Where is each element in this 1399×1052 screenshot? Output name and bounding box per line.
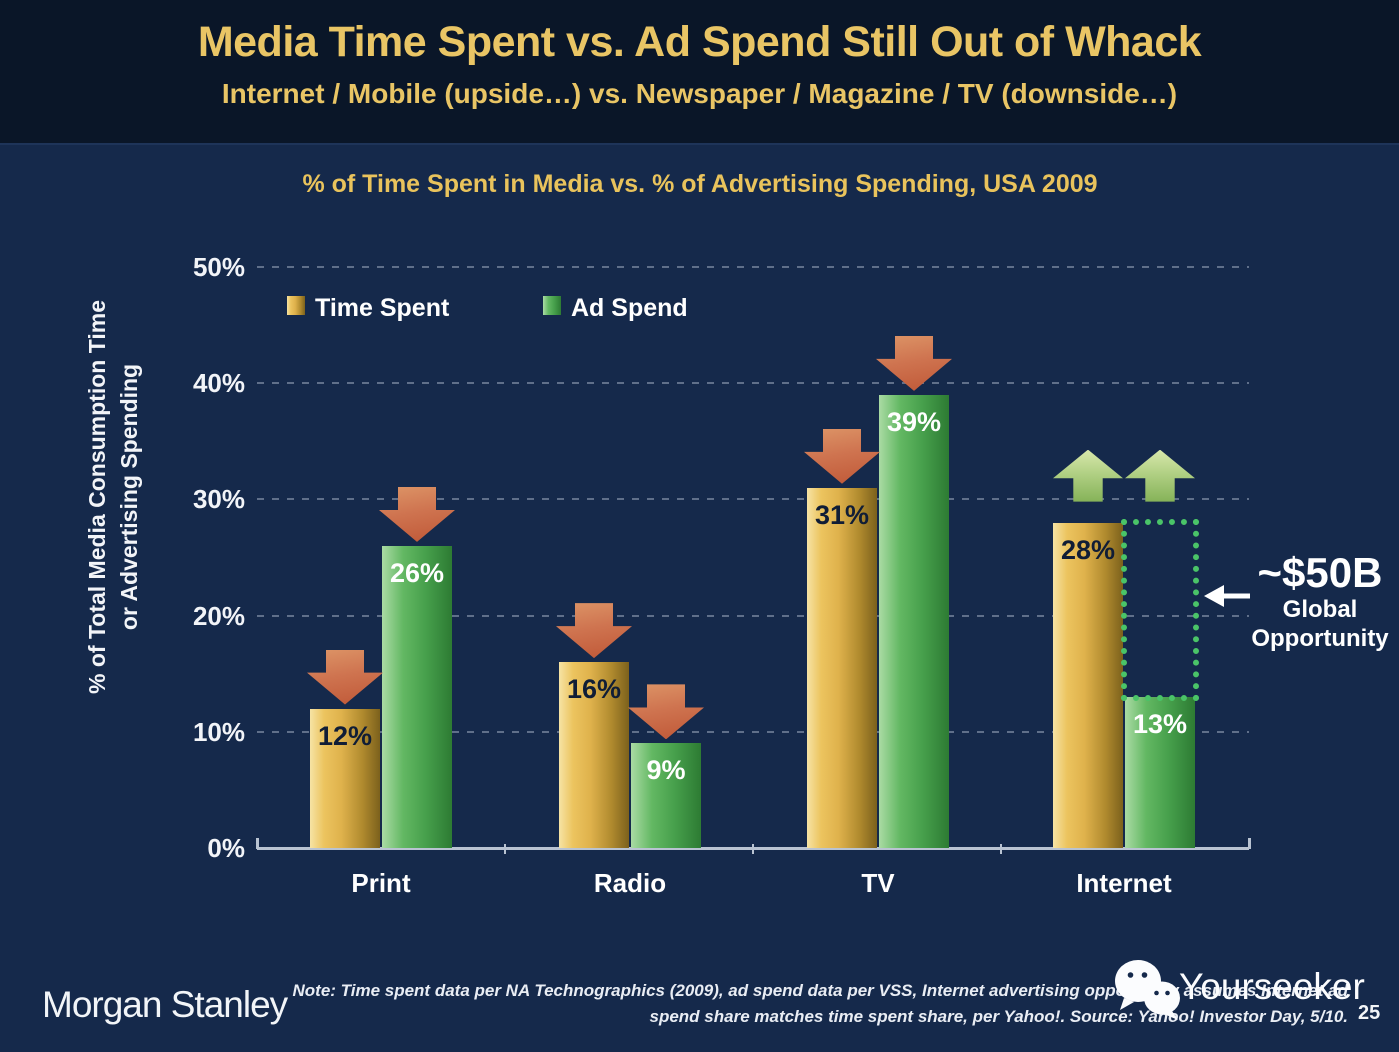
category-label-internet: Internet	[1076, 868, 1172, 898]
opportunity-label-line1: Global	[1282, 596, 1358, 623]
bar-value-label: 16%	[566, 674, 622, 705]
y-tick-label: 50%	[192, 252, 245, 282]
bar-value-label: 26%	[389, 557, 445, 588]
y-axis-title: % of Total Media Consumption Time or Adv…	[81, 300, 145, 694]
header-band	[0, 0, 1399, 145]
y-tick-label: 10%	[192, 716, 245, 747]
x-axis-endcap	[1248, 838, 1251, 849]
gridline	[257, 498, 1249, 501]
opportunity-label-line2: Opportunity	[1251, 625, 1389, 652]
bar-radio-time-spent	[559, 662, 629, 848]
bar-value-label: 12%	[317, 720, 373, 751]
down-arrow-icon	[804, 428, 880, 484]
legend-swatch-ad-spend	[543, 296, 561, 315]
opportunity-dotted-box	[1121, 518, 1199, 701]
wechat-icon	[1112, 958, 1184, 1027]
gridline	[257, 730, 1249, 733]
y-tick-label: 20%	[192, 600, 245, 631]
legend-swatch-time-spent	[287, 296, 305, 315]
legend-label-ad-spend: Ad Spend	[571, 294, 688, 322]
morgan-stanley-logo: Morgan Stanley	[42, 984, 288, 1025]
gridline	[257, 382, 1249, 385]
legend-label-time-spent: Time Spent	[315, 294, 450, 322]
category-label-print: Print	[351, 868, 411, 898]
bar-print-ad-spend	[382, 545, 452, 848]
slide-title: Media Time Spent vs. Ad Spend Still Out …	[197, 18, 1202, 66]
y-axis-title-line1: % of Total Media Consumption Time	[83, 300, 110, 694]
down-arrow-icon	[307, 649, 383, 705]
x-axis-tick	[1000, 844, 1002, 854]
up-arrow-icon	[1125, 449, 1195, 502]
bar-internet-ad-spend	[1125, 696, 1195, 848]
x-axis-tick	[752, 844, 754, 854]
y-tick-label: 0%	[207, 833, 245, 863]
left-arrow-icon	[1202, 583, 1252, 614]
bar-value-label: 28%	[1060, 534, 1116, 565]
down-arrow-icon	[556, 603, 632, 659]
footnote-line2: spend share matches time spent share, pe…	[649, 1007, 1349, 1026]
up-arrow-icon	[1053, 449, 1123, 502]
page-number: 25	[1358, 1002, 1381, 1024]
down-arrow-icon	[379, 486, 455, 542]
category-label-radio: Radio	[593, 868, 667, 898]
bar-internet-time-spent	[1053, 522, 1123, 848]
slide-subtitle: Internet / Mobile (upside…) vs. Newspape…	[221, 78, 1178, 109]
gridline	[257, 266, 1249, 268]
bar-value-label: 39%	[886, 406, 942, 437]
x-axis-tick	[504, 844, 506, 854]
gridline	[257, 614, 1249, 617]
bar-value-label: 31%	[814, 499, 870, 530]
y-axis-title-line2: or Advertising Spending	[116, 363, 142, 631]
bar-print-time-spent	[310, 708, 380, 848]
bar-radio-ad-spend	[631, 743, 701, 848]
x-axis-endcap	[256, 838, 259, 849]
opportunity-value: ~$50B	[1257, 549, 1383, 596]
footnote-line1: Note: Time spent data per NA Technograph…	[292, 981, 1349, 1000]
y-tick-label: 30%	[192, 484, 245, 515]
chart-title: % of Time Spent in Media vs. % of Advert…	[302, 170, 1098, 198]
bar-tv-time-spent	[807, 487, 877, 848]
y-tick-label: 40%	[192, 368, 245, 399]
bar-value-label: 13%	[1132, 708, 1188, 739]
watermark-text: Yourseeker	[1179, 966, 1365, 1007]
bar-value-label: 9%	[646, 755, 686, 786]
category-label-tv: TV	[861, 868, 895, 898]
bar-tv-ad-spend	[879, 394, 949, 848]
